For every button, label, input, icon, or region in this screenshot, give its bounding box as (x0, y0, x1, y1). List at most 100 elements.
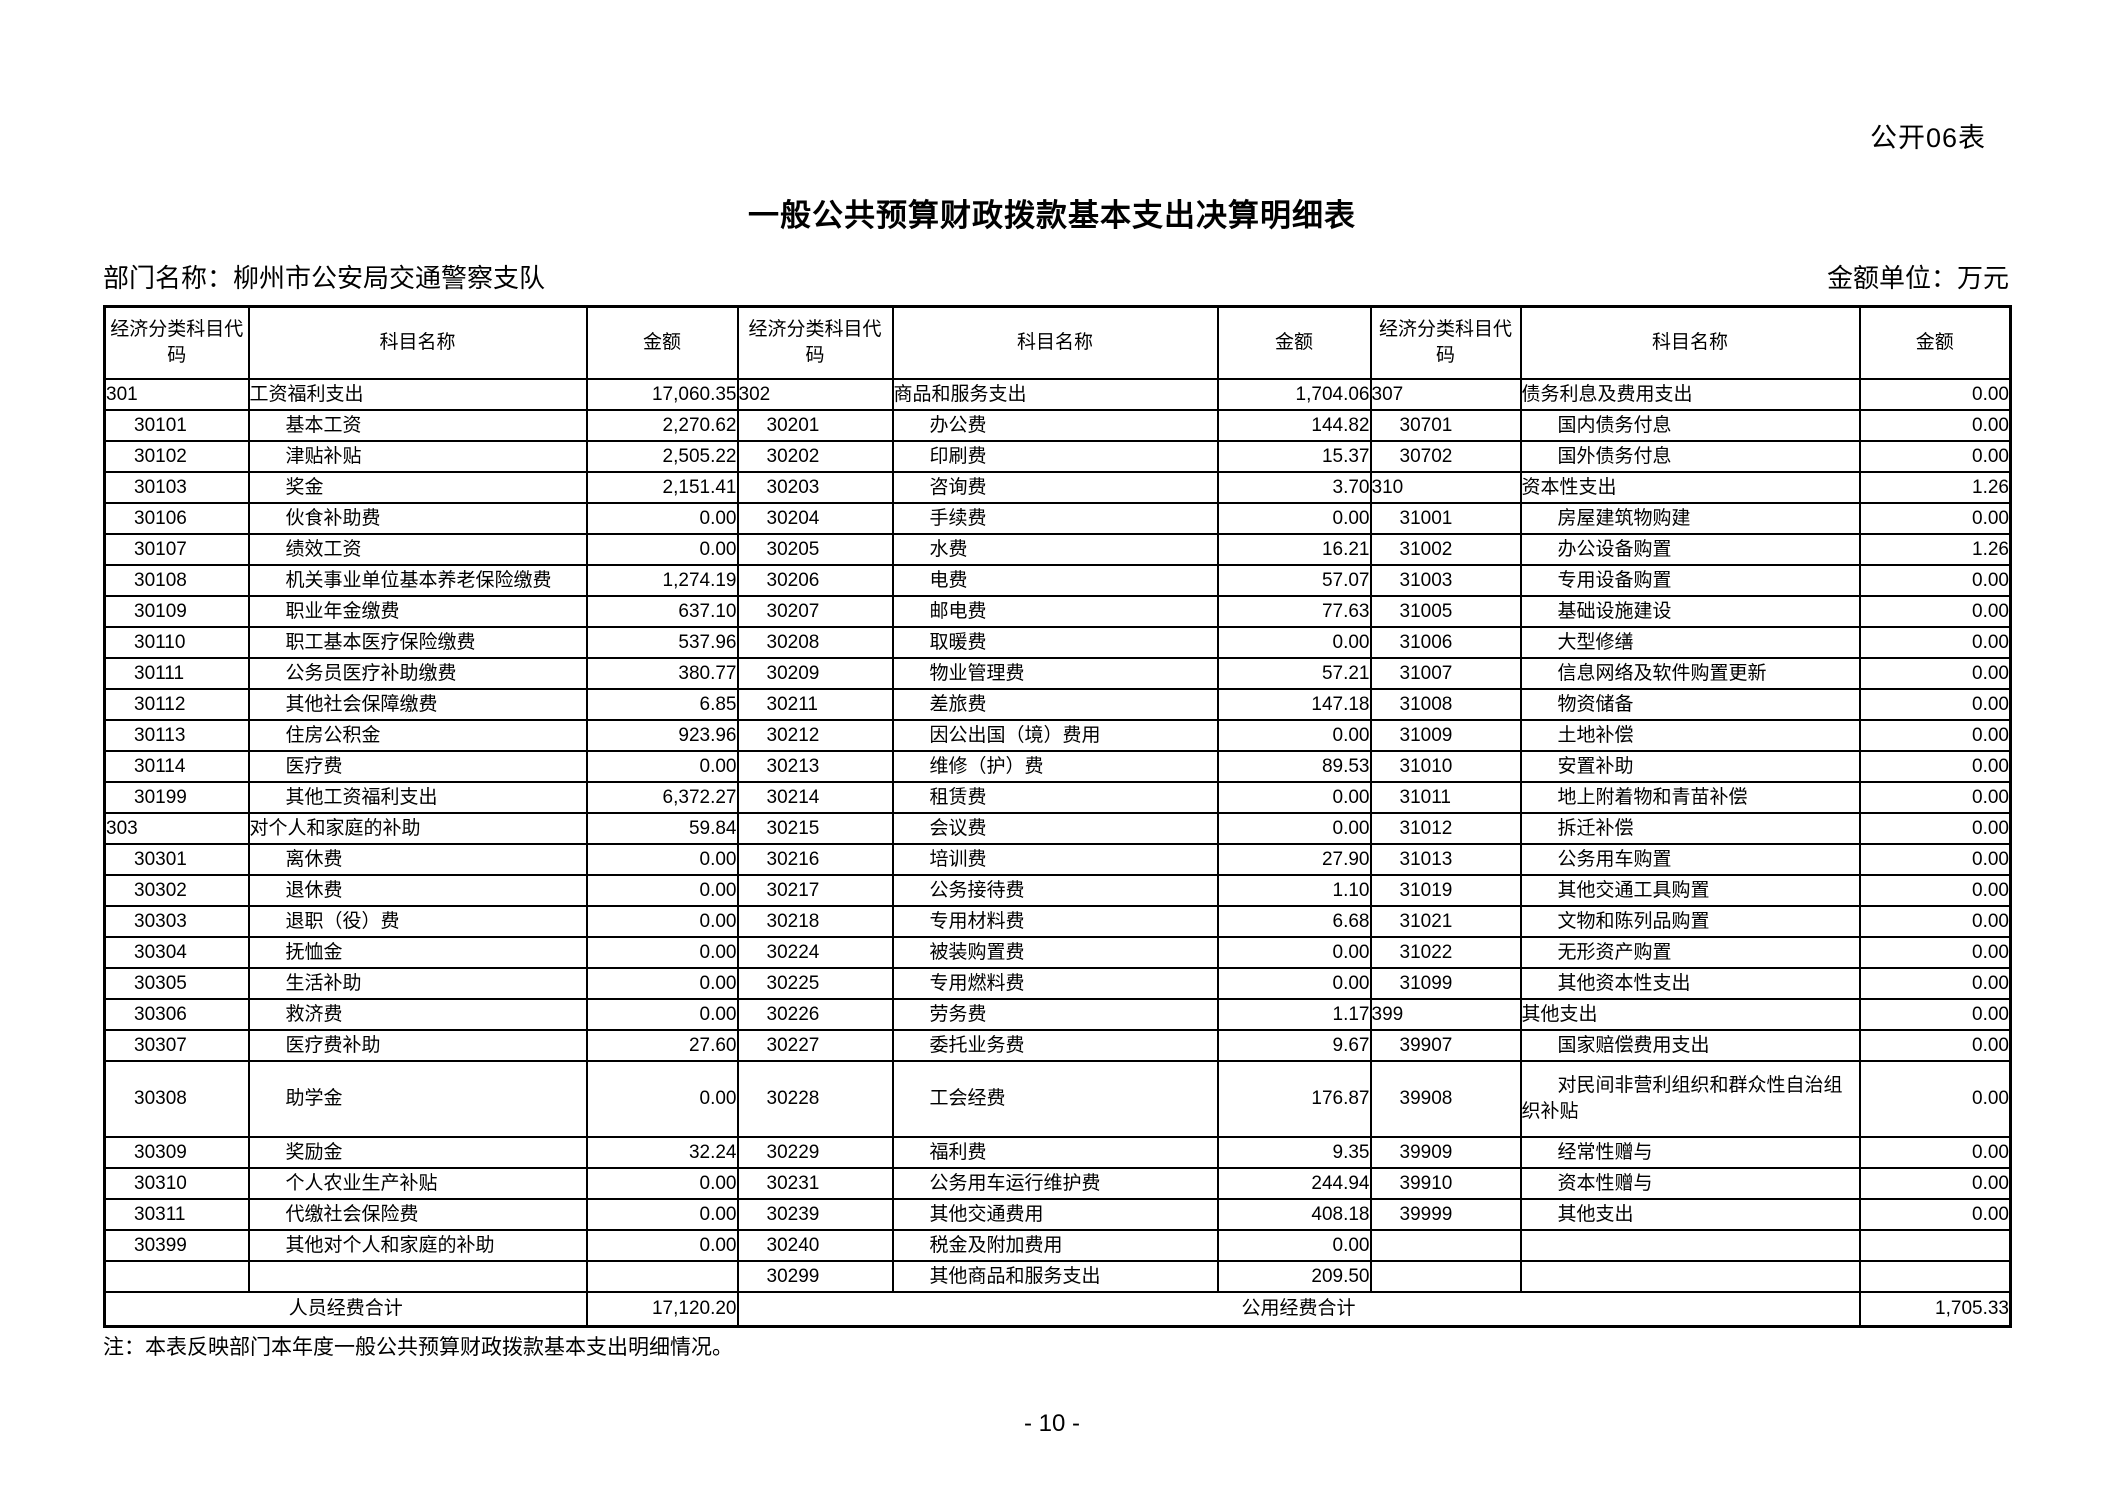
code-cell: 301 (103, 378, 250, 411)
code-cell: 399 (1369, 998, 1522, 1031)
code-cell: 30239 (736, 1198, 894, 1231)
name-cell: 物业管理费 (891, 657, 1219, 690)
personnel-total-label: 人员经费合计 (103, 1291, 588, 1328)
amount-cell: 17,060.35 (585, 378, 739, 411)
table-row: 30102 津贴补贴 2,505.22 30202 印刷费 15.37 30702 国外债务付… (103, 440, 2012, 473)
header-code-cell: 经济分类科目代码 (103, 305, 250, 380)
code-cell: 31005 (1369, 595, 1522, 628)
code-cell: 30208 (736, 626, 894, 659)
table-row: 30307 医疗费补助 27.60 30227 委托业务费 9.67 39907 国家赔偿费用… (103, 1029, 2012, 1062)
amount-cell: 0.00 (1858, 967, 2012, 1000)
table-body: 301 工资福利支出 17,060.35 302 商品和服务支出 1,704.06 307 债… (103, 378, 2012, 1293)
name-cell: 文物和陈列品购置 (1519, 905, 1861, 938)
table-row: 30107 绩效工资 0.00 30205 水费 16.21 31002 办公设备购置 1.26 (103, 533, 2012, 566)
amount-cell: 0.00 (1216, 812, 1372, 845)
page-number: - 10 - (1023, 1410, 1080, 1437)
code-cell: 30224 (736, 936, 894, 969)
code-cell: 30110 (103, 626, 250, 659)
code-cell: 31007 (1369, 657, 1522, 690)
name-cell: 其他商品和服务支出 (891, 1260, 1219, 1293)
name-cell: 助学金 (247, 1060, 588, 1138)
amount-cell (585, 1260, 739, 1293)
code-cell: 30307 (103, 1029, 250, 1062)
amount-cell: 0.00 (1858, 657, 2012, 690)
code-cell: 302 (736, 378, 894, 411)
name-cell: 税金及附加费用 (891, 1229, 1219, 1262)
name-cell: 专用燃料费 (891, 967, 1219, 1000)
code-cell: 30211 (736, 688, 894, 721)
table-row: 30310 个人农业生产补贴 0.00 30231 公务用车运行维护费 244.94 399… (103, 1167, 2012, 1200)
code-cell: 31008 (1369, 688, 1522, 721)
code-cell: 31001 (1369, 502, 1522, 535)
amount-cell: 2,505.22 (585, 440, 739, 473)
table-row: 30110 职工基本医疗保险缴费 537.96 30208 取暖费 0.00 31006 大型… (103, 626, 2012, 659)
department-name-label: 部门名称：柳州市公安局交通警察支队 (103, 263, 546, 293)
name-cell: 经常性赠与 (1519, 1136, 1861, 1169)
amount-cell: 147.18 (1216, 688, 1372, 721)
header-name-cell: 科目名称 (247, 305, 588, 380)
code-cell: 31021 (1369, 905, 1522, 938)
table-row: 30303 退职（役）费 0.00 30218 专用材料费 6.68 31021 文物和陈列品… (103, 905, 2012, 938)
table-row: 30299 其他商品和服务支出 209.50 (103, 1260, 2012, 1293)
amount-cell: 0.00 (1216, 967, 1372, 1000)
code-cell: 30212 (736, 719, 894, 752)
code-cell: 31009 (1369, 719, 1522, 752)
name-cell: 地上附着物和青苗补偿 (1519, 781, 1861, 814)
code-cell: 30102 (103, 440, 250, 473)
name-cell: 绩效工资 (247, 533, 588, 566)
name-cell: 职业年金缴费 (247, 595, 588, 628)
code-cell: 30201 (736, 409, 894, 442)
amount-cell: 0.00 (585, 1060, 739, 1138)
public-total-label: 公用经费合计 (736, 1291, 1861, 1328)
table-row: 30305 生活补助 0.00 30225 专用燃料费 0.00 31099 其他资本性支出 0… (103, 967, 2012, 1000)
code-cell: 30204 (736, 502, 894, 535)
code-cell: 30213 (736, 750, 894, 783)
amount-cell: 144.82 (1216, 409, 1372, 442)
name-cell: 对民间非营利组织和群众性自治组织补贴 (1519, 1060, 1861, 1138)
amount-cell: 0.00 (585, 1167, 739, 1200)
code-cell: 30216 (736, 843, 894, 876)
amount-cell: 537.96 (585, 626, 739, 659)
name-cell: 拆迁补偿 (1519, 812, 1861, 845)
code-cell: 31012 (1369, 812, 1522, 845)
code-cell: 30199 (103, 781, 250, 814)
code-cell: 30214 (736, 781, 894, 814)
name-cell: 资本性支出 (1519, 471, 1861, 504)
name-cell: 劳务费 (891, 998, 1219, 1031)
code-cell: 30202 (736, 440, 894, 473)
name-cell: 差旅费 (891, 688, 1219, 721)
name-cell: 因公出国（境）费用 (891, 719, 1219, 752)
amount-cell: 2,270.62 (585, 409, 739, 442)
code-cell: 30217 (736, 874, 894, 907)
code-cell: 30203 (736, 471, 894, 504)
name-cell: 基本工资 (247, 409, 588, 442)
name-cell: 生活补助 (247, 967, 588, 1000)
amount-cell: 3.70 (1216, 471, 1372, 504)
name-cell: 职工基本医疗保险缴费 (247, 626, 588, 659)
name-cell: 退休费 (247, 874, 588, 907)
name-cell: 奖金 (247, 471, 588, 504)
name-cell (1519, 1229, 1861, 1262)
table-row: 30109 职业年金缴费 637.10 30207 邮电费 77.63 31005 基础设施建… (103, 595, 2012, 628)
code-cell: 30701 (1369, 409, 1522, 442)
name-cell: 公务员医疗补助缴费 (247, 657, 588, 690)
code-cell: 30227 (736, 1029, 894, 1062)
code-cell: 30106 (103, 502, 250, 535)
code-cell: 30209 (736, 657, 894, 690)
amount-cell: 1.26 (1858, 533, 2012, 566)
name-cell: 其他工资福利支出 (247, 781, 588, 814)
amount-cell: 16.21 (1216, 533, 1372, 566)
amount-cell: 0.00 (585, 1198, 739, 1231)
name-cell: 医疗费补助 (247, 1029, 588, 1062)
code-cell: 39910 (1369, 1167, 1522, 1200)
amount-cell: 923.96 (585, 719, 739, 752)
name-cell: 退职（役）费 (247, 905, 588, 938)
table-header-row: 经济分类科目代码 科目名称 金额 经济分类科目代码 科目名称 金额 经济分类科目… (103, 305, 2012, 380)
name-cell: 会议费 (891, 812, 1219, 845)
name-cell (1519, 1260, 1861, 1293)
code-cell: 31006 (1369, 626, 1522, 659)
name-cell: 国内债务付息 (1519, 409, 1861, 442)
name-cell: 物资储备 (1519, 688, 1861, 721)
name-cell: 工会经费 (891, 1060, 1219, 1138)
